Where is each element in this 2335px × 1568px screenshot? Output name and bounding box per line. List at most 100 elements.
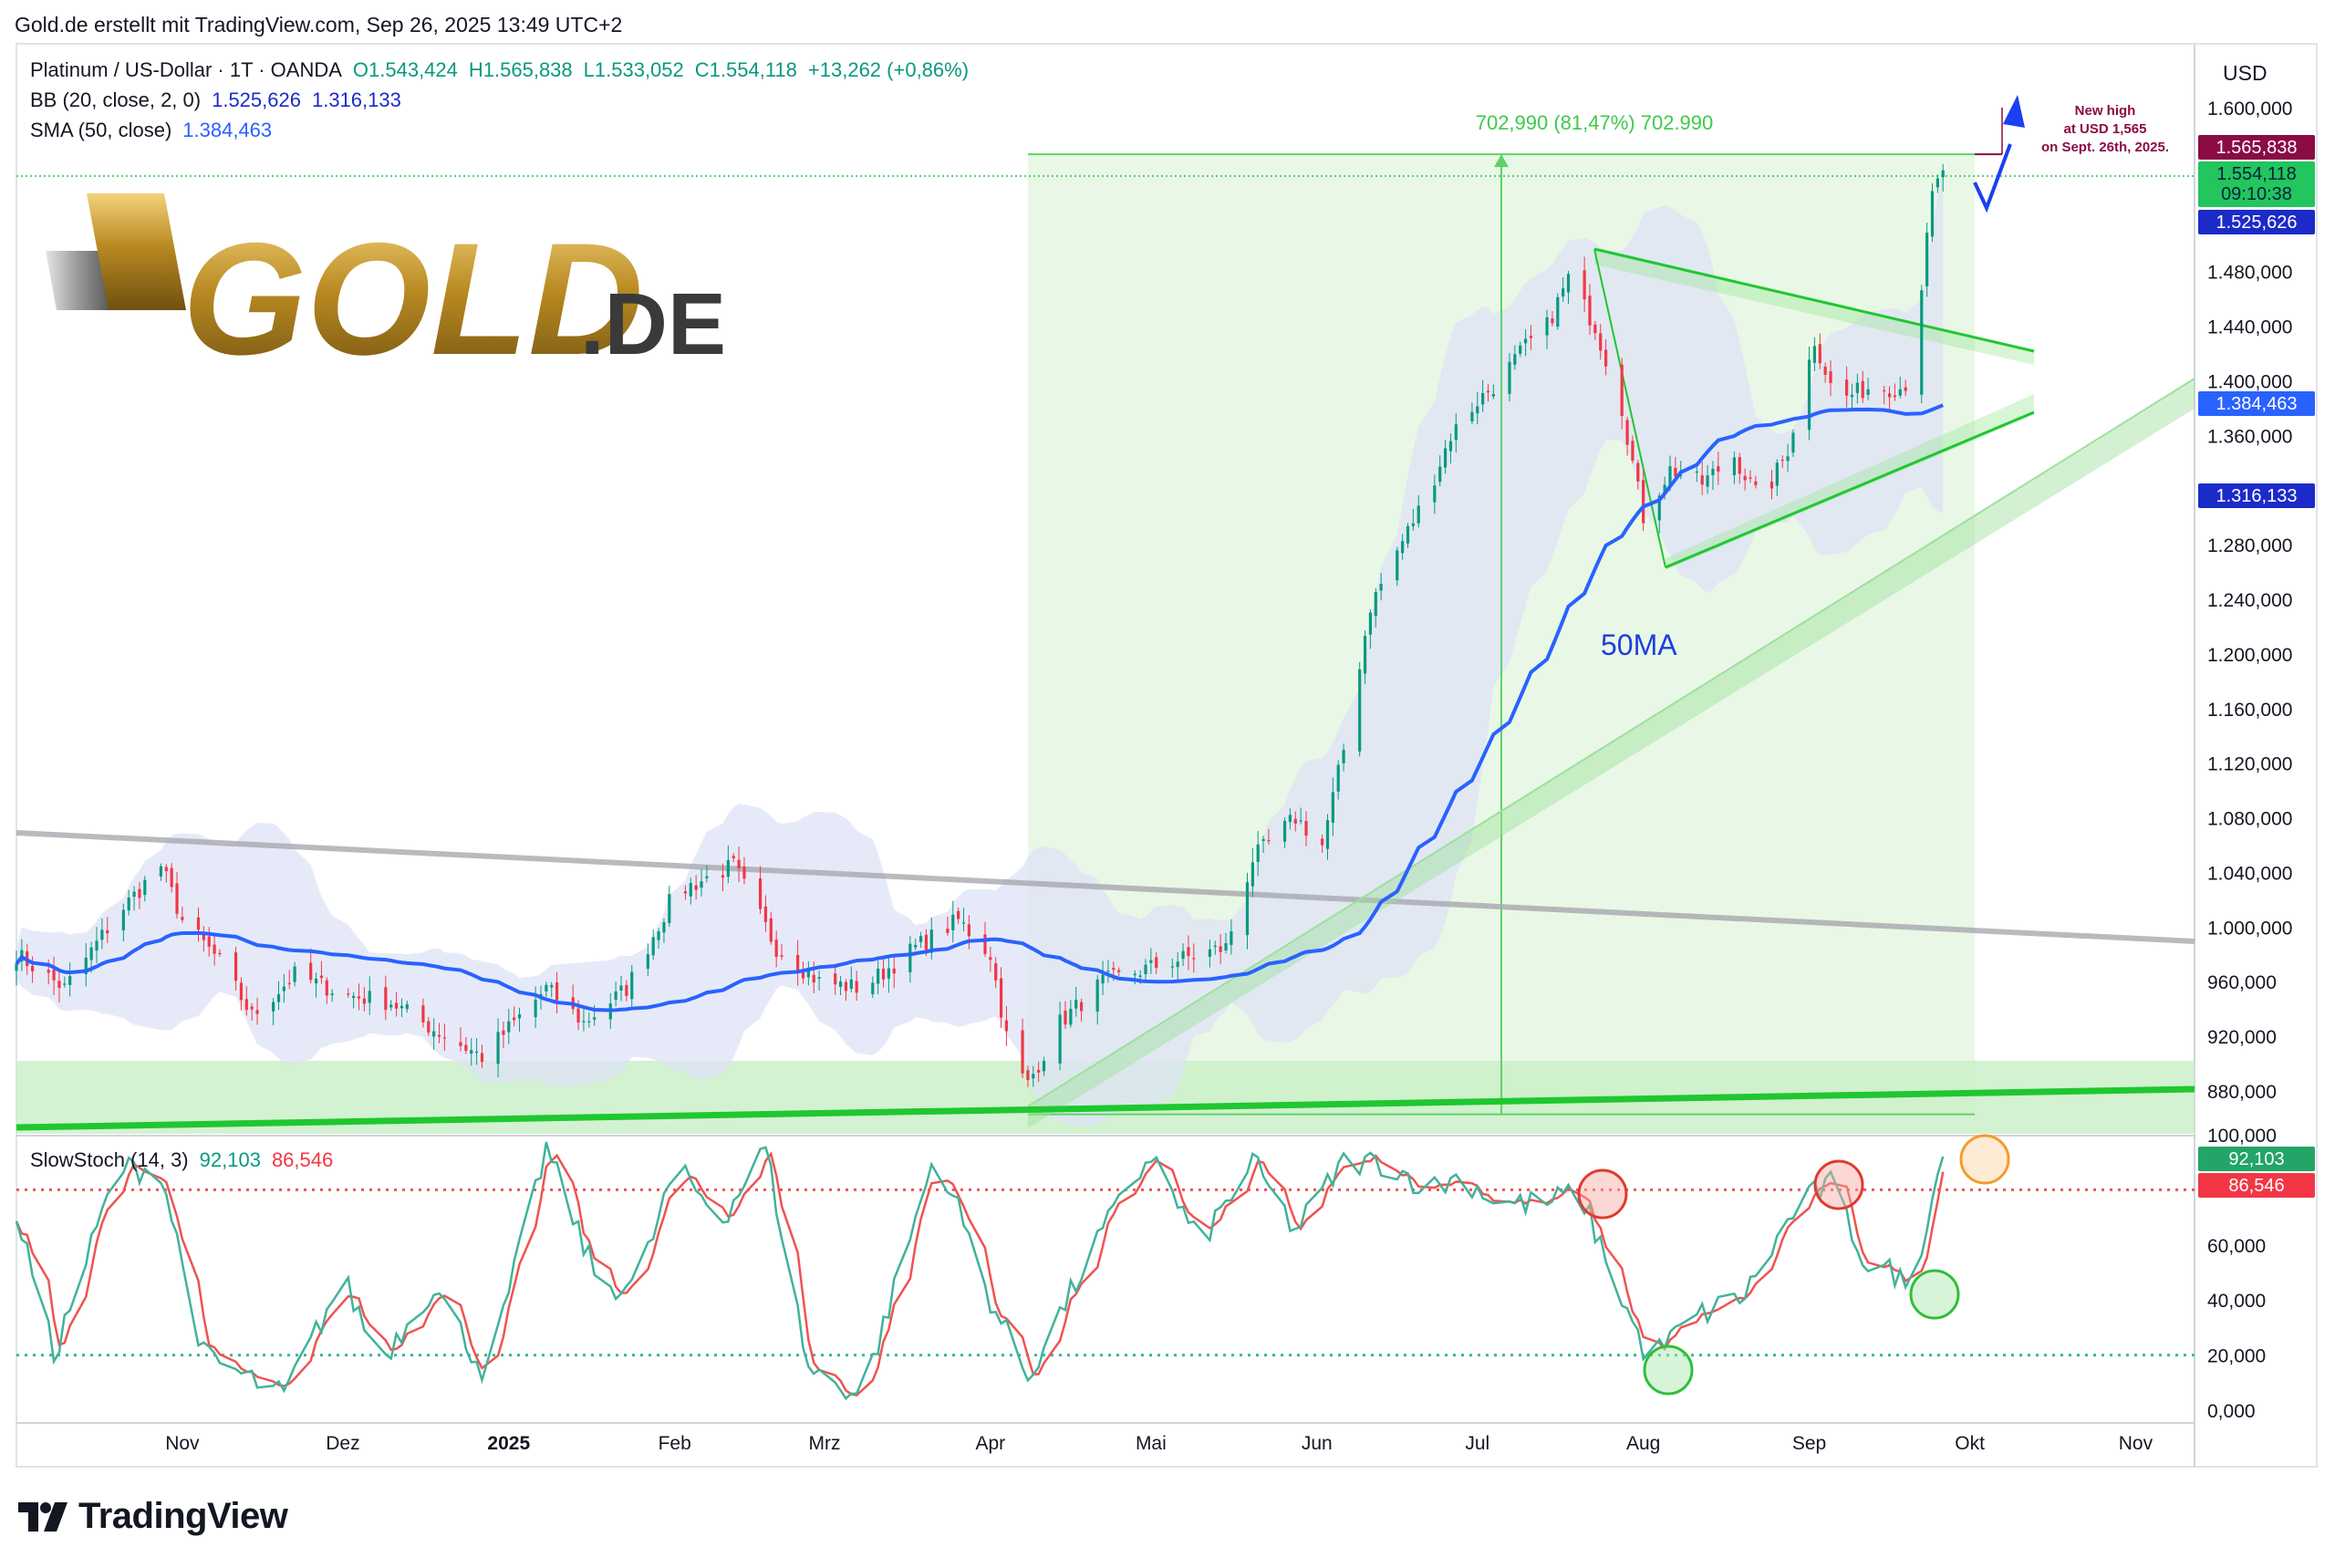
candle-body [1069,1008,1073,1025]
candle-body [1181,950,1185,960]
candle-body [683,891,688,894]
candle-body [63,983,67,985]
time-tick-label: Jun [1302,1433,1333,1454]
price-tick-label: 880,000 [2207,1082,2277,1103]
candle-body [914,944,918,948]
price-tick-label: 1.200,000 [2207,645,2292,666]
legend-stoch-name: SlowStoch (14, 3) [30,1148,189,1171]
candle-body [1711,469,1715,475]
candle-body [1342,750,1345,763]
candle-body [1674,467,1677,477]
candle-body [877,968,880,984]
candle-body [159,866,163,877]
badge-last [2198,161,2315,207]
candle-body [1823,366,1827,375]
stoch-tick-label: 100,000 [2207,1126,2277,1147]
candle-body [293,966,296,982]
candle-body [1519,345,1522,354]
candle-body [1058,1014,1062,1064]
candle-body [89,947,93,961]
candle-body [507,1021,511,1033]
candle-body [881,968,886,980]
candle-body [1925,233,1929,286]
legend-stoch-k: 92,103 [199,1148,261,1171]
legend-bb-lower: 1.316,133 [311,88,401,111]
candle-body [1732,457,1737,475]
time-tick-label: Apr [976,1433,1006,1454]
candle-body [255,1010,259,1014]
candle-body [796,954,800,973]
candle-body [314,978,318,984]
price-tick-label: 1.040,000 [2207,863,2292,884]
candle-body [1261,838,1265,841]
candle-body [892,968,896,974]
price-tick-label: 1.080,000 [2207,809,2292,830]
candle-body [513,1017,516,1021]
candle-body [1363,636,1367,674]
candle-body [1321,838,1324,846]
legend-close: C1.554,118 [694,58,797,81]
candle-body [1331,792,1334,823]
candle-body [838,981,843,987]
candle-body [196,917,201,930]
time-tick-label: Sep [1792,1433,1826,1454]
candle-body [806,971,810,978]
candle-body [1368,612,1373,635]
tradingview-logo[interactable]: TradingView [18,1496,288,1537]
candle-body [31,966,35,971]
axis-layer: 1.600,000 1.480,000 1.440,000 1.400,000 1.36… [165,99,2315,1454]
price-tick-label: 1.440,000 [2207,317,2292,338]
candle-body [1551,318,1554,324]
candle-body [384,987,388,1011]
candle-body [844,981,848,992]
candle-body [887,968,890,979]
candle-body [138,888,141,898]
candle-body [1213,945,1217,948]
time-tick-label: Mrz [808,1433,840,1454]
candle-body [924,934,929,950]
candle-body [1293,818,1297,824]
candle-body [668,894,671,923]
candle-body [918,936,923,942]
candle-body [929,929,933,953]
candle-body [1491,393,1495,397]
candle-body [1523,338,1528,344]
candle-body [1079,1002,1084,1012]
candle-body [1433,485,1437,503]
badge-last-text: 1.554,118 [2216,164,2297,184]
legend-line-3: SMA (50, close) 1.384,463 [30,119,283,142]
candle-body [1144,964,1147,975]
chart-frame [16,43,2318,1468]
new-high-line3: on Sept. 26th, 2025. [2041,140,2169,155]
price-tick-label: 1.000,000 [2207,918,2292,939]
candle-body [1074,1000,1078,1009]
candle-body [1267,840,1271,842]
candle-body [347,993,350,995]
pennant-upper-band [1594,249,2034,365]
time-tick-label: Nov [2119,1433,2153,1454]
candle-body [657,931,660,940]
logo-gold-bar [87,193,186,310]
candle-body [651,937,655,956]
time-tick-label: Okt [1955,1433,1985,1454]
candle-body [1941,170,1945,178]
candle-body [1208,949,1212,957]
logo-silver-bar [46,251,109,310]
candle-body [1775,462,1779,486]
time-tick-label: Feb [659,1433,691,1454]
candle-body [705,876,709,878]
candle-body [1883,389,1886,392]
candle-body [999,978,1003,1018]
candle-body [1780,459,1784,462]
stoch-circle-red-2 [1813,1159,1864,1210]
candle-body [1095,979,1099,1012]
candle-body [1138,975,1142,977]
badge-high [2198,135,2315,160]
candle-body [496,1032,500,1064]
uptrend-channel-edge [1027,378,2195,1107]
candle-body [967,924,970,937]
time-tick-label: Aug [1626,1433,1660,1454]
candle-body [1904,387,1907,391]
candle-body [1117,970,1121,972]
